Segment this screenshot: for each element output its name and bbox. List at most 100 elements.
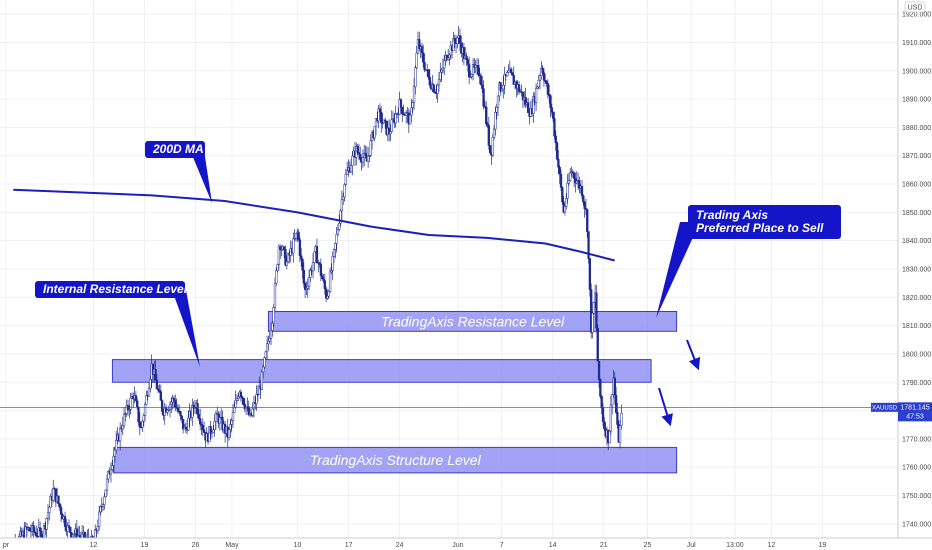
candle-body [427, 69, 430, 78]
candle-body [422, 52, 425, 63]
candle-body [548, 94, 551, 96]
price-axis-panel[interactable] [898, 0, 932, 538]
candle-body [432, 84, 435, 93]
candle-body [264, 351, 267, 359]
candle-body [373, 126, 376, 139]
candle-body [567, 180, 571, 184]
candle-body [524, 97, 527, 105]
candle-body [242, 398, 245, 405]
candle-body [494, 112, 497, 130]
ma-callout[interactable]: 200D MA [145, 141, 212, 203]
ma-callout-pointer [190, 150, 212, 203]
candle-body [611, 394, 614, 406]
candle-body [462, 47, 466, 59]
candle-body [433, 91, 437, 94]
candle-body [180, 415, 183, 420]
candle-body [387, 127, 391, 135]
candle-body [260, 371, 264, 390]
date-tick-label: Jun [452, 542, 463, 549]
candle-body [344, 173, 347, 185]
candle-body [575, 180, 578, 184]
candle-body [284, 249, 287, 266]
candle-body [600, 396, 603, 409]
candle-body [323, 280, 326, 290]
candle-body [283, 246, 286, 250]
candle-body [214, 413, 218, 422]
candle-body [536, 86, 539, 89]
candle-body [128, 409, 131, 411]
candle-body [273, 282, 277, 308]
candle-body [471, 64, 475, 75]
zone-structure[interactable] [113, 446, 678, 474]
candle-body [49, 496, 52, 508]
candle-body [107, 470, 110, 480]
candle-body [364, 152, 367, 157]
candle-body [582, 195, 585, 203]
internal-callout[interactable]: Internal Resistance Level [35, 281, 200, 367]
zone-internal[interactable] [111, 359, 652, 383]
date-tick-label: 7 [500, 542, 504, 549]
candle-body [101, 504, 105, 507]
candle-body [351, 155, 354, 166]
candle-body [489, 145, 492, 153]
candle-body [401, 106, 404, 115]
date-ticks: pr 12 19 26 May 10 17 24 Jun 7 14 21 25 Jul 13:00 12 19 [3, 542, 827, 549]
candle-body [227, 429, 231, 438]
date-tick-label: pr [3, 542, 10, 549]
candle-body [229, 424, 232, 430]
candle-body [98, 511, 101, 527]
currency-badge-box[interactable] [904, 1, 926, 13]
candle-body [366, 155, 370, 162]
date-tick-label: 21 [600, 542, 608, 549]
candle-body [603, 421, 606, 430]
candle-body [503, 73, 506, 86]
candle-body [458, 35, 462, 44]
symbol-tag: XAUUSD [871, 402, 898, 412]
candle-body [142, 415, 145, 422]
candle-body [210, 432, 214, 434]
candle-body [469, 76, 472, 78]
candle-body [580, 186, 584, 197]
candle-body [309, 269, 312, 278]
candle-body [544, 79, 547, 82]
candle-body [479, 75, 483, 86]
candle-body [335, 233, 338, 244]
candle-body [491, 137, 494, 156]
candle-body [52, 488, 55, 501]
candle-body [474, 65, 477, 68]
zone-resistance[interactable] [267, 310, 678, 332]
candle-body [572, 172, 576, 179]
sell-callout-box [688, 205, 841, 239]
candle-body [478, 74, 481, 77]
candle-body [584, 208, 588, 210]
zone-label-structure: TradingAxis Structure Level [310, 452, 482, 468]
candle-body [466, 59, 469, 65]
candle-body [569, 172, 572, 181]
candle-body [440, 69, 443, 73]
price-tick-label: 1840.000 [902, 238, 931, 245]
candle-body [423, 62, 426, 70]
candle-body [412, 86, 416, 103]
candle-body [234, 400, 237, 408]
candle-body [271, 322, 274, 331]
candle-body [453, 38, 456, 43]
time-axis-panel[interactable] [0, 538, 898, 550]
currency-badge: USD [908, 5, 923, 12]
candle-body [614, 394, 618, 413]
last-price-tag: 1781.145 47:53 [898, 402, 932, 422]
candle-body [527, 102, 530, 113]
candle-body [104, 489, 107, 498]
candle-body [574, 178, 577, 184]
candle-body [137, 406, 140, 423]
candle-body [241, 396, 244, 399]
candle-body [551, 111, 555, 119]
price-tick-label: 1800.000 [902, 351, 931, 358]
candle-body [96, 526, 99, 532]
candle-body [258, 385, 261, 395]
candle-body [499, 82, 502, 91]
candle-body [521, 91, 525, 101]
candle-body [563, 206, 567, 213]
candle-body [36, 535, 39, 538]
candle-body [69, 527, 72, 533]
